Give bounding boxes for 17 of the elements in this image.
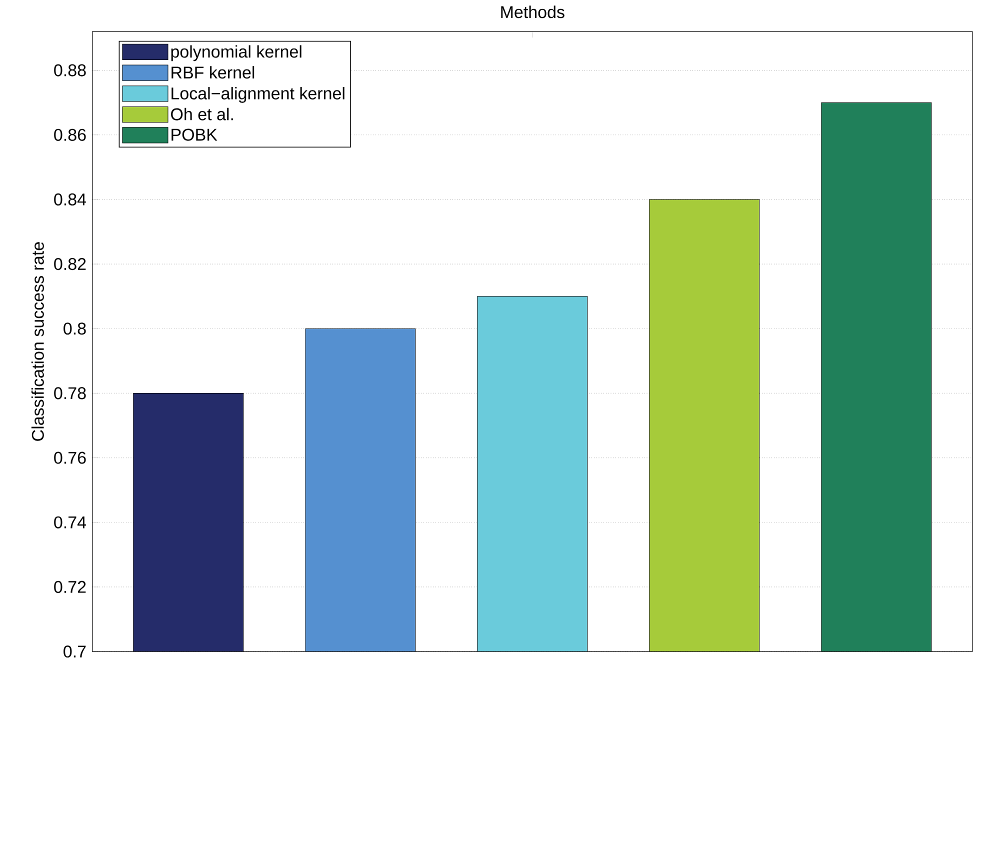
y-tick-label: 0.74 [54,516,86,528]
y-tick-label: 0.8 [64,322,86,335]
y-tick-label: 0.86 [54,128,86,141]
y-tick-label: 0.84 [54,193,86,206]
x-axis-title: Methods [501,6,564,18]
y-tick-label: 0.88 [54,64,86,76]
legend-label: polynomial kernel [171,45,302,62]
y-tick-label: 0.82 [54,258,86,270]
y-tick-label: 0.7 [64,646,86,658]
y-axis-title: Classification success rate [31,242,44,441]
y-tick-label: 0.72 [54,580,86,594]
legend-label: Local−alignment kernel [172,87,344,103]
y-tick-label: 0.78 [54,387,86,400]
legend-label: Oh et al. [171,108,233,120]
legend-label: POBK [172,128,218,141]
legend-label: RBF kernel [172,66,254,79]
y-tick-label: 0.76 [54,452,86,464]
